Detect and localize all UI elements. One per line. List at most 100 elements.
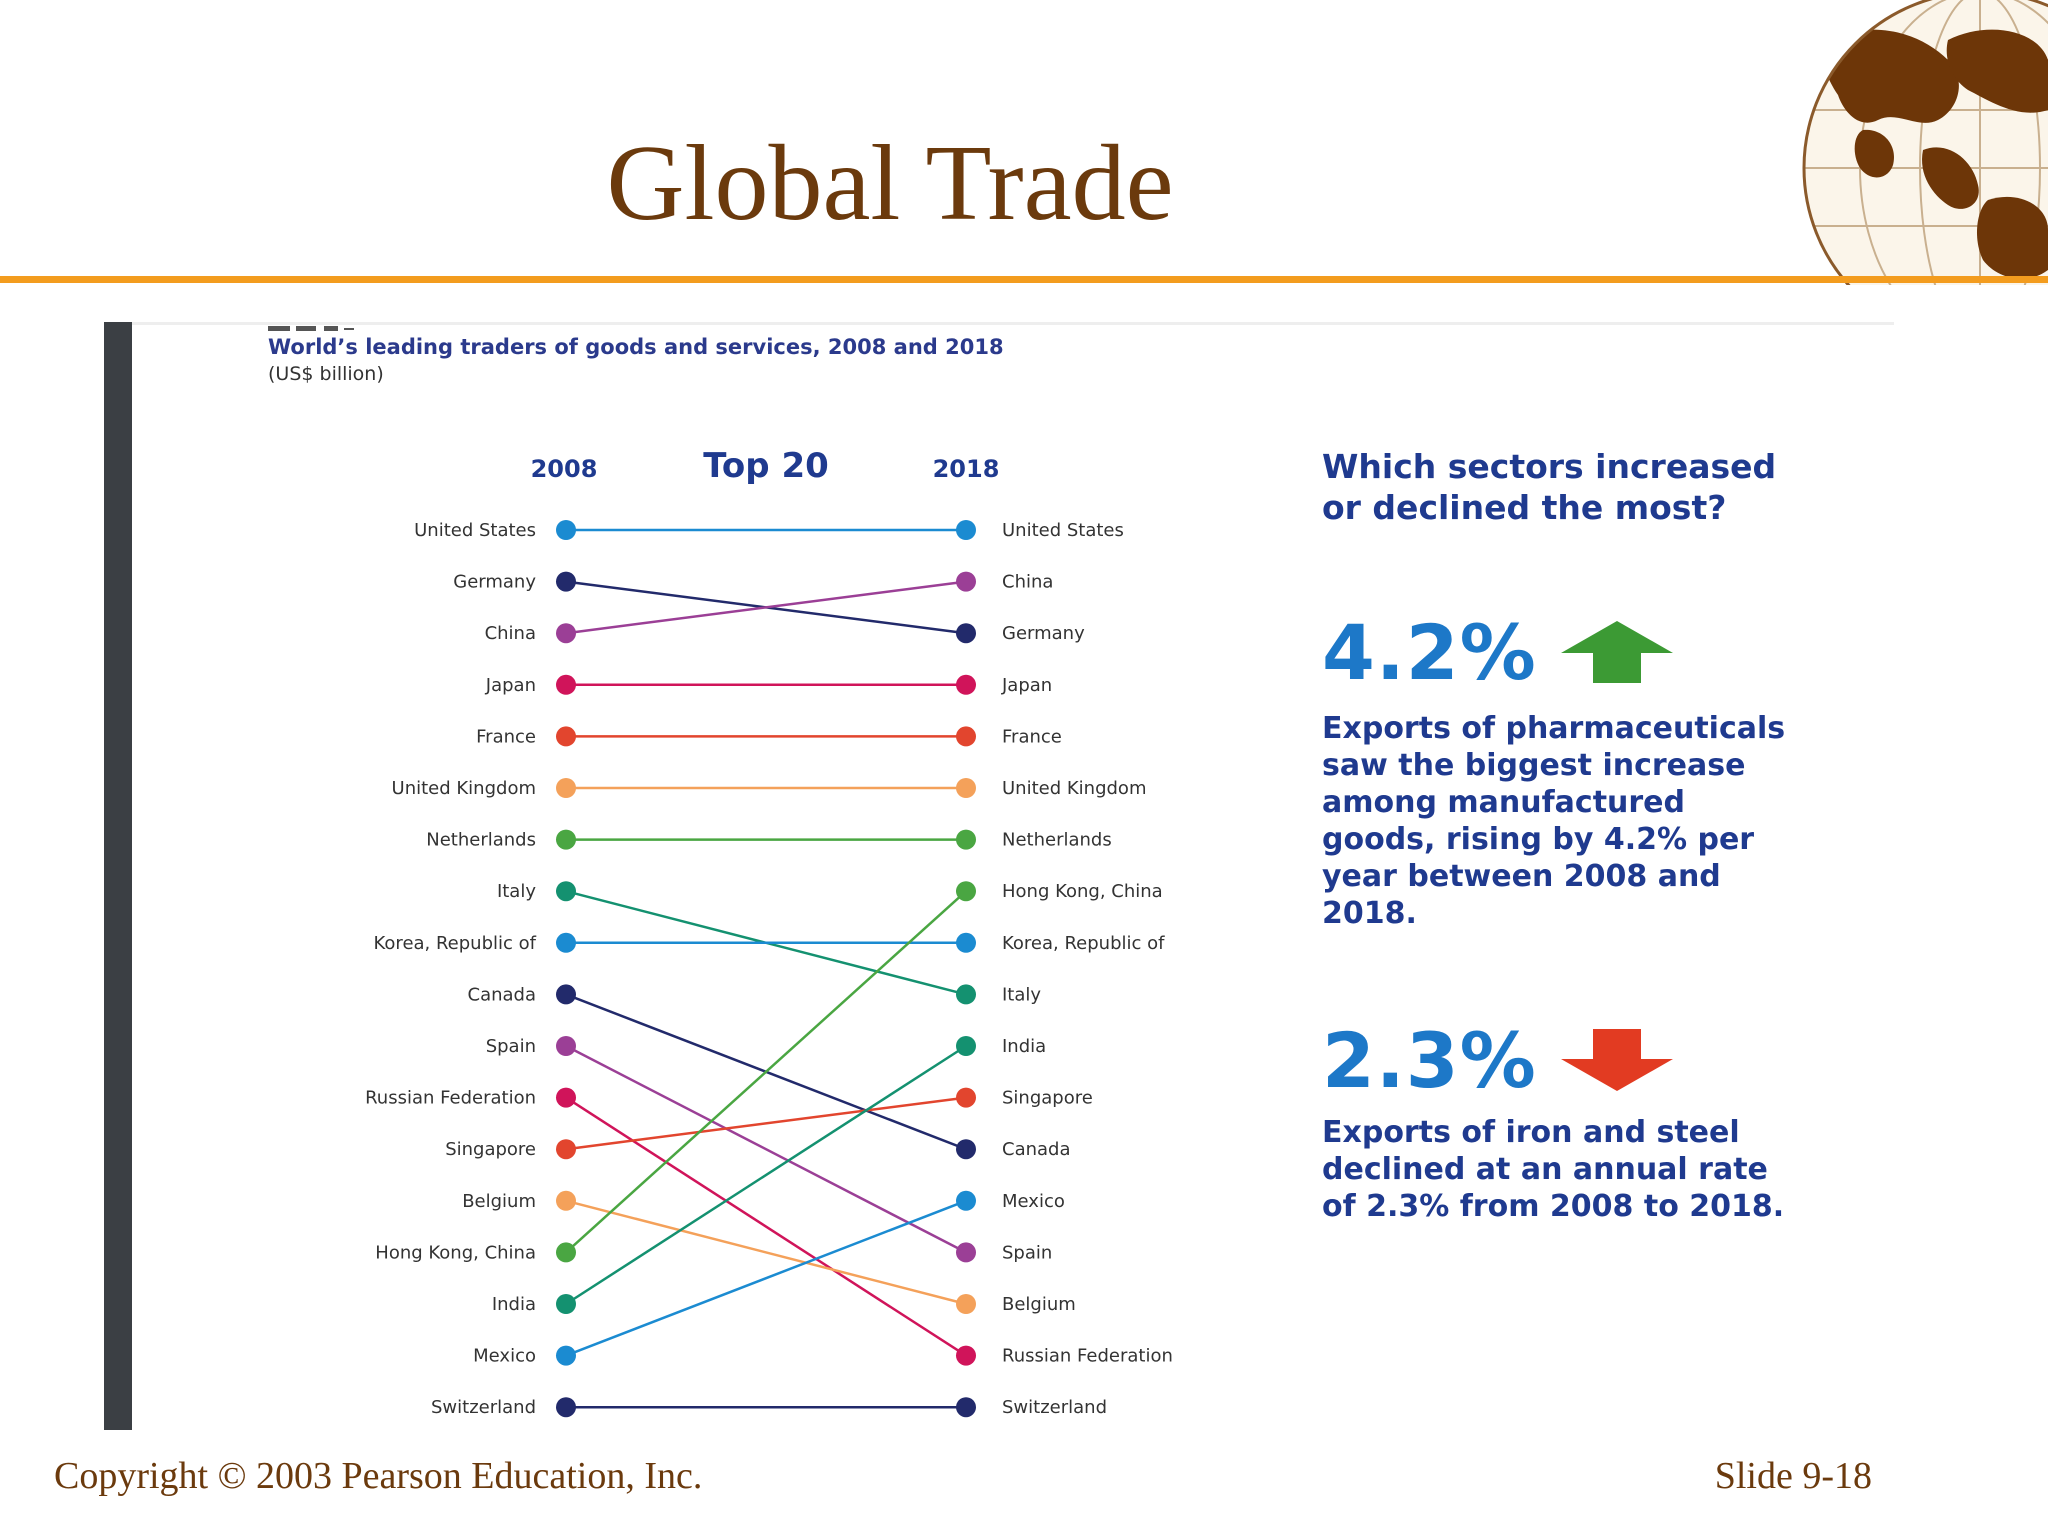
point-2008-spain bbox=[556, 1036, 576, 1056]
point-2018-singapore bbox=[956, 1087, 976, 1108]
chart-title: World’s leading traders of goods and ser… bbox=[268, 335, 1004, 359]
stat-increase-text: Exports of pharmaceuticals saw the bigge… bbox=[1322, 711, 1786, 931]
point-2008-united-states bbox=[556, 520, 576, 540]
label-2018-italy: Italy bbox=[1002, 984, 1041, 1005]
slope-line-singapore bbox=[565, 1096, 967, 1151]
label-2018-mexico: Mexico bbox=[1002, 1191, 1065, 1212]
point-2008-belgium bbox=[556, 1190, 576, 1211]
point-2008-india bbox=[556, 1294, 576, 1314]
column-header-2008: 2008 bbox=[531, 455, 598, 483]
label-2018-hong-kong-china: Hong Kong, China bbox=[1002, 881, 1163, 902]
point-2008-mexico bbox=[556, 1345, 576, 1366]
figure-top-border bbox=[132, 322, 1894, 325]
label-2008-russian-federation: Russian Federation bbox=[365, 1088, 536, 1109]
point-2008-italy bbox=[556, 881, 576, 902]
point-2018-korea-republic-of bbox=[956, 932, 976, 953]
slope-line-india bbox=[565, 1044, 967, 1306]
point-2008-china bbox=[556, 623, 576, 644]
label-2008-germany: Germany bbox=[453, 572, 536, 593]
label-2008-canada: Canada bbox=[468, 984, 537, 1005]
label-2008-hong-kong-china: Hong Kong, China bbox=[375, 1242, 536, 1263]
label-2008-india: India bbox=[492, 1294, 536, 1315]
point-2018-japan bbox=[956, 674, 976, 695]
point-2008-netherlands bbox=[556, 829, 576, 850]
label-2018-switzerland: Switzerland bbox=[1002, 1397, 1107, 1418]
label-2008-united-states: United States bbox=[414, 520, 536, 541]
point-2018-china bbox=[956, 571, 976, 592]
arrow-up-icon bbox=[1560, 621, 1673, 683]
figure-left-bar bbox=[104, 322, 132, 1430]
point-2018-france bbox=[956, 726, 976, 747]
point-2018-united-states bbox=[956, 520, 976, 540]
label-2018-france: France bbox=[1002, 726, 1062, 747]
copyright-notice: Copyright © 2003 Pearson Education, Inc. bbox=[54, 1455, 703, 1497]
label-2018-netherlands: Netherlands bbox=[1002, 830, 1112, 851]
point-2008-russian-federation bbox=[556, 1087, 576, 1108]
stat-decline-value: 2.3% bbox=[1322, 1015, 1537, 1105]
slope-line-belgium bbox=[565, 1199, 967, 1306]
label-2008-japan: Japan bbox=[485, 675, 536, 696]
stat-decline-text: Exports of iron and steel declined at an… bbox=[1322, 1115, 1785, 1224]
slope-line-china bbox=[565, 580, 967, 635]
point-2008-korea-republic-of bbox=[556, 932, 576, 953]
point-2008-germany bbox=[556, 571, 576, 592]
point-2018-russian-federation bbox=[956, 1345, 976, 1366]
point-2008-singapore bbox=[556, 1139, 576, 1160]
globe-logo bbox=[1802, 0, 2048, 285]
slope-line-spain bbox=[565, 1044, 967, 1254]
label-2018-japan: Japan bbox=[1001, 675, 1052, 696]
label-2008-spain: Spain bbox=[486, 1036, 536, 1057]
point-2008-france bbox=[556, 726, 576, 747]
label-2018-canada: Canada bbox=[1002, 1139, 1071, 1160]
point-2008-hong-kong-china bbox=[556, 1242, 576, 1263]
label-2008-belgium: Belgium bbox=[462, 1191, 536, 1212]
label-2008-united-kingdom: United Kingdom bbox=[392, 778, 536, 799]
point-2008-japan bbox=[556, 674, 576, 695]
label-2018-spain: Spain bbox=[1002, 1242, 1052, 1263]
slope-chart: 2008 Top 20 2018 United States Germany Chi… bbox=[365, 446, 1173, 1418]
cropped-caption bbox=[268, 326, 354, 331]
point-2018-india bbox=[956, 1036, 976, 1056]
label-2008-italy: Italy bbox=[497, 881, 536, 902]
label-2018-china: China bbox=[1002, 572, 1053, 593]
point-2018-italy bbox=[956, 984, 976, 1005]
insight-question: Which sectors increased or declined the … bbox=[1322, 447, 1777, 527]
slide-title: Global Trade bbox=[606, 124, 1174, 243]
slope-line-hong-kong-china bbox=[565, 890, 967, 1254]
point-2018-mexico bbox=[956, 1190, 976, 1211]
point-2018-germany bbox=[956, 623, 976, 644]
arrow-down-icon bbox=[1560, 1029, 1673, 1091]
label-2018-belgium: Belgium bbox=[1002, 1294, 1076, 1315]
point-2018-switzerland bbox=[956, 1397, 976, 1418]
label-2018-india: India bbox=[1002, 1036, 1046, 1057]
point-2018-hong-kong-china bbox=[956, 881, 976, 902]
label-2018-singapore: Singapore bbox=[1002, 1088, 1093, 1109]
point-2018-spain bbox=[956, 1242, 976, 1263]
label-2008-singapore: Singapore bbox=[445, 1139, 536, 1160]
point-2018-netherlands bbox=[956, 829, 976, 850]
label-2018-germany: Germany bbox=[1002, 623, 1085, 644]
chart-header: Top 20 bbox=[703, 446, 829, 486]
label-2018-russian-federation: Russian Federation bbox=[1002, 1346, 1173, 1367]
slope-line-mexico bbox=[565, 1199, 967, 1357]
label-2018-united-kingdom: United Kingdom bbox=[1002, 778, 1146, 799]
label-2008-china: China bbox=[485, 623, 536, 644]
label-2018-united-states: United States bbox=[1002, 520, 1124, 541]
stat-increase: 4.2% bbox=[1322, 602, 1802, 702]
point-2018-belgium bbox=[956, 1294, 976, 1314]
label-2008-switzerland: Switzerland bbox=[431, 1397, 536, 1418]
label-2008-france: France bbox=[476, 726, 536, 747]
chart-unit-label: (US$ billion) bbox=[268, 363, 384, 385]
point-2008-switzerland bbox=[556, 1397, 576, 1418]
label-2018-korea-republic-of: Korea, Republic of bbox=[1002, 933, 1165, 954]
stat-decline: 2.3% bbox=[1322, 1010, 1802, 1110]
point-2008-canada bbox=[556, 984, 576, 1005]
label-2008-mexico: Mexico bbox=[473, 1346, 536, 1367]
slide-number: Slide 9-18 bbox=[1714, 1455, 1872, 1497]
slope-line-russian-federation bbox=[565, 1096, 967, 1357]
insight-panel: Which sectors increased or declined the … bbox=[1322, 446, 1802, 1225]
stat-increase-value: 4.2% bbox=[1322, 607, 1537, 697]
label-2008-korea-republic-of: Korea, Republic of bbox=[374, 933, 537, 954]
column-header-2018: 2018 bbox=[933, 455, 1000, 483]
point-2018-united-kingdom bbox=[956, 778, 976, 798]
